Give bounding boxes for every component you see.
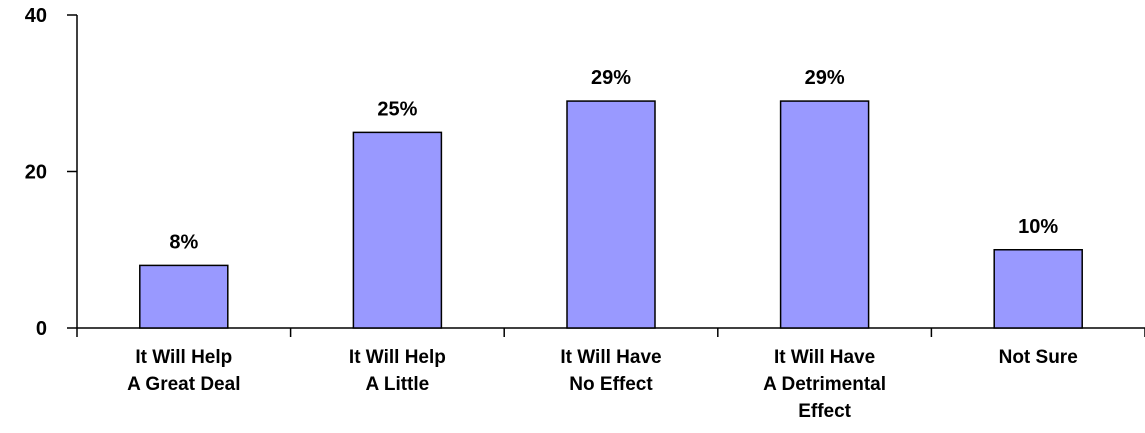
data-label-2: 29% [591, 67, 631, 89]
data-label-4: 10% [1018, 216, 1058, 238]
category-label-3: It Will Have A Detrimental Effect [763, 347, 886, 422]
category-label-0-line-1: A Great Deal [127, 374, 240, 395]
category-label-1-line-1: A Little [366, 374, 430, 395]
bar-3 [779, 100, 870, 329]
category-label-0: It Will Help A Great Deal [127, 347, 240, 395]
y-tick-label-40: 40 [25, 5, 47, 27]
y-tick-label-0: 0 [36, 318, 47, 340]
category-label-2-line-0: It Will Have [560, 347, 661, 368]
data-label-1: 25% [377, 98, 417, 120]
category-label-3-line-1: A Detrimental [763, 374, 886, 395]
data-label-3: 29% [805, 67, 845, 89]
bar-4 [993, 249, 1083, 329]
bar-1 [352, 131, 443, 329]
bars [139, 100, 1083, 329]
category-label-2-line-1: No Effect [569, 374, 653, 395]
bar-0 [139, 264, 229, 329]
y-tick-label-20: 20 [25, 162, 47, 184]
category-label-1-line-0: It Will Help [349, 347, 446, 368]
category-label-1: It Will Help A Little [349, 347, 446, 395]
labels: 8% It Will Help A Great Deal 25% It Will Hel… [127, 67, 1078, 422]
category-label-3-line-2: Effect [798, 401, 851, 422]
category-label-4: Not Sure [999, 347, 1078, 368]
data-label-0: 8% [169, 231, 198, 253]
category-label-3-line-0: It Will Have [774, 347, 875, 368]
axes: 0 20 40 [25, 5, 1145, 340]
category-label-4-line-0: Not Sure [999, 347, 1078, 368]
category-label-0-line-0: It Will Help [135, 347, 232, 368]
bar-2 [566, 100, 656, 329]
category-label-2: It Will Have No Effect [560, 347, 661, 395]
